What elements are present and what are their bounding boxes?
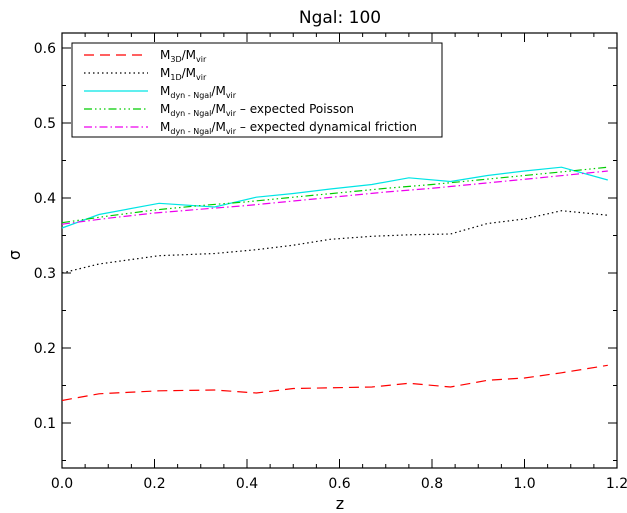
- x-axis-label: z: [336, 494, 344, 513]
- axis-ticks: 0.0 0.2 0.4 0.6 0.8 1.0 1.2 0.1 0.2 0.3 0.4 0.5 0.6: [34, 33, 627, 492]
- x-tick-label: 0.6: [328, 476, 350, 492]
- legend-label-part: /M: [211, 102, 225, 116]
- y-axis-label: σ: [5, 250, 24, 260]
- legend-label-part: vir: [226, 109, 237, 118]
- legend-label-part: M: [160, 48, 170, 62]
- x-tick-label: 0.0: [51, 476, 73, 492]
- legend-label-2: Mdyn - Ngal/Mvir: [160, 84, 237, 100]
- x-tick-label: 0.2: [143, 476, 165, 492]
- legend-label-0: M3D/Mvir: [160, 48, 207, 64]
- legend-label-part: vir: [226, 127, 237, 136]
- legend-label-part: – expected Poisson: [236, 102, 354, 116]
- legend-box: [71, 42, 443, 138]
- series-line-4: [61, 170, 608, 225]
- y-tick-label: 0.1: [34, 416, 56, 432]
- legend-label-part: – expected dynamical friction: [236, 120, 417, 134]
- legend-label-part: dyn - Ngal: [170, 91, 211, 100]
- legend-label-part: /M: [182, 66, 196, 80]
- x-tick-label: 1.0: [513, 476, 535, 492]
- y-tick-label: 0.3: [34, 266, 56, 282]
- legend-label-part: dyn - Ngal: [170, 127, 211, 136]
- legend-label-part: M: [160, 66, 170, 80]
- chart-title: Ngal: 100: [299, 8, 381, 28]
- legend-label-part: M: [160, 102, 170, 116]
- y-tick-label: 0.6: [34, 41, 56, 57]
- y-tick-label: 0.5: [34, 116, 56, 132]
- legend-label-4: Mdyn - Ngal/Mvir – expected dynamical fr…: [160, 120, 417, 136]
- legend-label-part: vir: [196, 55, 207, 64]
- legend-label-part: M: [160, 84, 170, 98]
- legend-label-part: vir: [196, 73, 207, 82]
- y-tick-label: 0.4: [34, 191, 56, 207]
- series-group: [61, 166, 608, 402]
- legend-label-part: /M: [211, 84, 225, 98]
- legend-label-part: dyn - Ngal: [170, 109, 211, 118]
- legend-label-part: 1D: [170, 73, 181, 82]
- series-line-0: [61, 364, 608, 402]
- legend-label-part: 3D: [170, 55, 181, 64]
- x-tick-label: 0.8: [421, 476, 443, 492]
- legend-label-part: vir: [226, 91, 237, 100]
- series-line-1: [61, 210, 608, 274]
- legend-label-part: /M: [211, 120, 225, 134]
- x-tick-label: 1.2: [606, 476, 627, 492]
- legend-label-3: Mdyn - Ngal/Mvir – expected Poisson: [160, 102, 354, 118]
- x-tick-label: 0.4: [236, 476, 258, 492]
- y-tick-label: 0.2: [34, 341, 56, 357]
- series-line-2: [61, 166, 608, 229]
- legend-label-part: /M: [182, 48, 196, 62]
- legend-label-1: M1D/Mvir: [160, 66, 207, 82]
- legend-label-part: M: [160, 120, 170, 134]
